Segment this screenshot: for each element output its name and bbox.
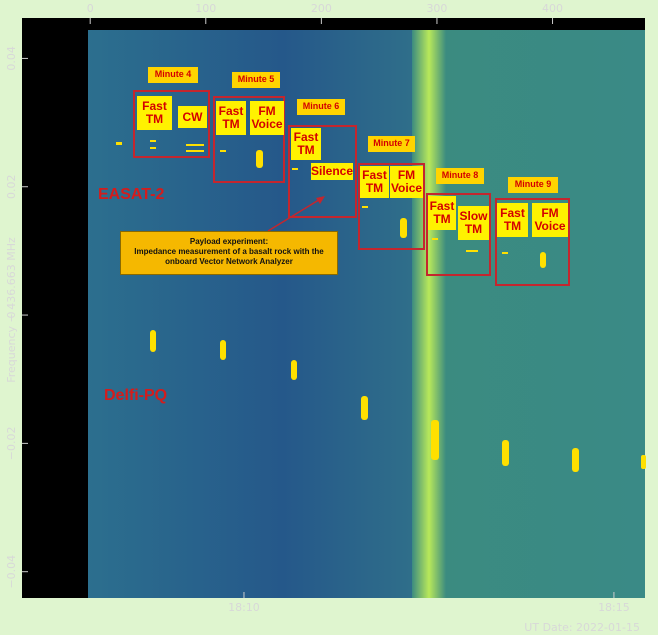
minute-label: Minute 6 — [297, 99, 345, 115]
arrow — [267, 197, 323, 232]
mode-label: FM Voice — [390, 166, 423, 198]
satellite-label: EASAT-2 — [98, 186, 165, 203]
minute-label: Minute 4 — [148, 67, 198, 83]
mode-label: Fast TM — [497, 203, 528, 237]
minute-box — [213, 96, 285, 183]
minute-box — [358, 163, 425, 250]
minute-label: Minute 9 — [508, 177, 558, 193]
minute-box — [288, 125, 357, 218]
mode-label: FM Voice — [532, 203, 568, 237]
signal-traces — [116, 140, 646, 472]
x-tick-label: 100 — [195, 2, 216, 15]
y-tick-label: 0 — [5, 312, 18, 319]
payload-note: Payload experiment: Impedance measurement… — [120, 231, 338, 275]
mode-label: Fast TM — [428, 196, 456, 230]
y-tick-label: 0.04 — [5, 46, 18, 70]
y-tick-label: 0.02 — [5, 174, 18, 199]
mode-label: FM Voice — [250, 101, 284, 135]
time-tick-label: 18:10 — [228, 601, 260, 614]
minute-box — [426, 193, 491, 276]
minute-box — [495, 198, 570, 286]
x-tick-label: 200 — [311, 2, 332, 15]
minute-label: Minute 7 — [368, 136, 415, 152]
mode-label: Slow TM — [458, 206, 489, 240]
arrow-head — [316, 196, 325, 204]
payload-text: Impedance measurement of a basalt rock w… — [134, 247, 324, 266]
interference-band — [412, 30, 446, 598]
date-label: UT Date: 2022-01-15 — [524, 621, 640, 634]
mode-label: Fast TM — [291, 128, 321, 160]
minute-label: Minute 5 — [232, 72, 280, 88]
mode-label: Silence — [310, 163, 354, 180]
payload-title: Payload experiment: — [189, 237, 269, 246]
mode-label: CW — [178, 106, 207, 128]
mode-label: Fast TM — [360, 166, 389, 198]
mode-label: Fast TM — [137, 96, 172, 130]
time-tick-label: 18:15 — [598, 601, 630, 614]
y-tick-label: −0.04 — [5, 555, 18, 589]
y-tick-label: −0.02 — [5, 427, 18, 461]
x-tick-label: 400 — [542, 2, 563, 15]
x-tick-label: 0 — [87, 2, 94, 15]
minute-box — [133, 90, 210, 158]
mode-label: Fast TM — [216, 101, 246, 135]
y-axis-label: Frequency − 436.663 MHz — [5, 237, 18, 383]
minute-label: Minute 8 — [436, 168, 484, 184]
satellite-label: Delfi-PQ — [104, 387, 168, 404]
x-tick-label: 300 — [426, 2, 447, 15]
